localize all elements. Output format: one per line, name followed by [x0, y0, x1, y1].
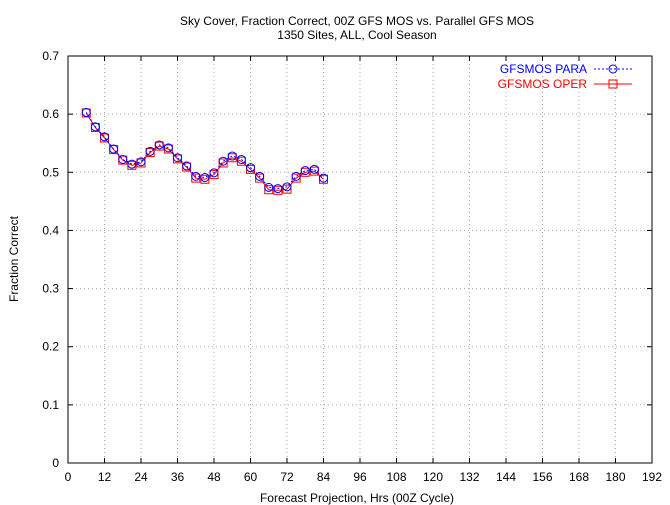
- legend: GFSMOS PARA GFSMOS OPER: [498, 62, 632, 91]
- data-point: [282, 184, 292, 194]
- x-tick-label: 24: [134, 470, 148, 484]
- axis-ticks: 0 12 24 36 48 60 72 84 96 108 120 132 144 156 168 180 19…: [42, 49, 662, 484]
- data-point: [300, 166, 310, 176]
- data-point: [81, 107, 91, 117]
- x-tick-label: 132: [459, 470, 479, 484]
- data-point: [227, 151, 237, 161]
- data-point: [145, 146, 155, 156]
- x-tick-label: 48: [207, 470, 221, 484]
- data-point: [163, 143, 173, 153]
- data-point: [118, 154, 128, 164]
- y-tick-label: 0.6: [42, 107, 59, 121]
- data-point: [282, 182, 292, 192]
- chart-subtitle: 1350 Sites, ALL, Cool Season: [277, 28, 436, 42]
- y-axis-label: Fraction Correct: [7, 215, 21, 302]
- series-layer: [81, 107, 328, 195]
- y-tick-label: 0.4: [42, 223, 59, 237]
- x-tick-label: 12: [98, 470, 112, 484]
- data-point: [173, 153, 182, 163]
- chart-title: Sky Cover, Fraction Correct, 00Z GFS MOS…: [180, 14, 534, 28]
- x-axis-label: Forecast Projection, Hrs (00Z Cycle): [260, 491, 454, 505]
- x-tick-label: 156: [532, 470, 552, 484]
- y-tick-label: 0.3: [42, 282, 59, 296]
- data-point: [90, 122, 100, 132]
- legend-label-para: GFSMOS PARA: [500, 62, 587, 76]
- x-tick-label: 84: [317, 470, 331, 484]
- series-line: [85, 112, 324, 191]
- data-point: [100, 132, 109, 142]
- y-tick-label: 0.2: [42, 340, 59, 354]
- data-point: [136, 157, 146, 167]
- x-tick-label: 60: [244, 470, 258, 484]
- legend-label-oper: GFSMOS OPER: [498, 77, 588, 91]
- data-point: [182, 161, 192, 171]
- plot-frame: [67, 55, 653, 464]
- data-point: [291, 171, 301, 181]
- x-tick-label: 180: [605, 470, 625, 484]
- x-tick-label: 192: [642, 470, 662, 484]
- x-tick-label: 0: [65, 470, 72, 484]
- data-point: [109, 144, 119, 154]
- data-point: [264, 182, 274, 192]
- y-tick-label: 0.1: [42, 398, 59, 412]
- data-point: [246, 163, 255, 173]
- data-point: [236, 154, 246, 164]
- series-line: [85, 112, 324, 190]
- data-point: [255, 171, 265, 181]
- data-point: [154, 140, 164, 150]
- data-point: [191, 171, 201, 181]
- x-tick-label: 36: [171, 470, 185, 484]
- data-point: [200, 173, 210, 183]
- y-tick-label: 0: [52, 456, 59, 470]
- x-tick-label: 168: [569, 470, 589, 484]
- x-tick-label: 72: [280, 470, 294, 484]
- data-point: [319, 173, 328, 183]
- legend-marker-oper: [608, 79, 618, 89]
- data-point: [273, 184, 283, 194]
- y-tick-label: 0.7: [42, 49, 59, 63]
- data-point: [264, 185, 274, 195]
- x-tick-label: 144: [496, 470, 516, 484]
- y-tick-label: 0.5: [42, 165, 59, 179]
- series-para: [81, 107, 328, 194]
- x-tick-label: 96: [353, 470, 367, 484]
- data-point: [127, 159, 137, 169]
- x-tick-label: 120: [423, 470, 443, 484]
- grid: [68, 56, 652, 463]
- x-tick-label: 108: [386, 470, 406, 484]
- data-point: [209, 168, 219, 178]
- legend-marker-para: [608, 64, 618, 74]
- data-point: [309, 164, 319, 174]
- data-point: [218, 156, 228, 166]
